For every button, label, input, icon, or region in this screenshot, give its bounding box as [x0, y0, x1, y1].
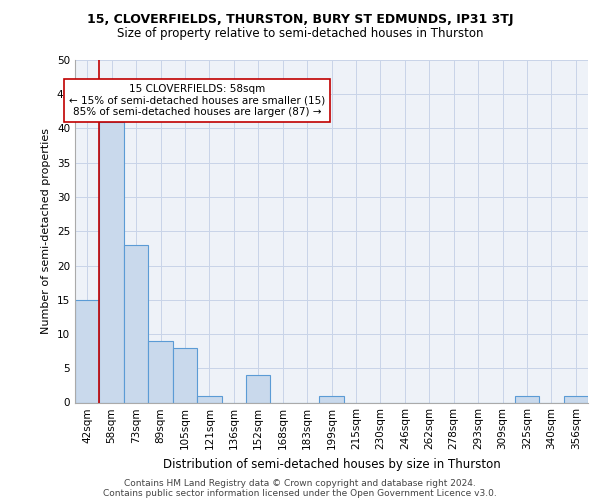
Text: Size of property relative to semi-detached houses in Thurston: Size of property relative to semi-detach…: [117, 28, 483, 40]
Bar: [515, 396, 539, 402]
Bar: [319, 396, 344, 402]
Text: Contains HM Land Registry data © Crown copyright and database right 2024.: Contains HM Land Registry data © Crown c…: [124, 478, 476, 488]
Bar: [173, 348, 197, 403]
Text: Contains public sector information licensed under the Open Government Licence v3: Contains public sector information licen…: [103, 488, 497, 498]
Bar: [246, 375, 271, 402]
Text: 15, CLOVERFIELDS, THURSTON, BURY ST EDMUNDS, IP31 3TJ: 15, CLOVERFIELDS, THURSTON, BURY ST EDMU…: [87, 12, 513, 26]
Bar: [563, 396, 588, 402]
Bar: [148, 341, 173, 402]
Text: 15 CLOVERFIELDS: 58sqm
← 15% of semi-detached houses are smaller (15)
85% of sem: 15 CLOVERFIELDS: 58sqm ← 15% of semi-det…: [69, 84, 325, 117]
Bar: [124, 245, 148, 402]
X-axis label: Distribution of semi-detached houses by size in Thurston: Distribution of semi-detached houses by …: [163, 458, 500, 471]
Bar: [197, 396, 221, 402]
Bar: [75, 300, 100, 403]
Bar: [100, 122, 124, 402]
Y-axis label: Number of semi-detached properties: Number of semi-detached properties: [41, 128, 52, 334]
